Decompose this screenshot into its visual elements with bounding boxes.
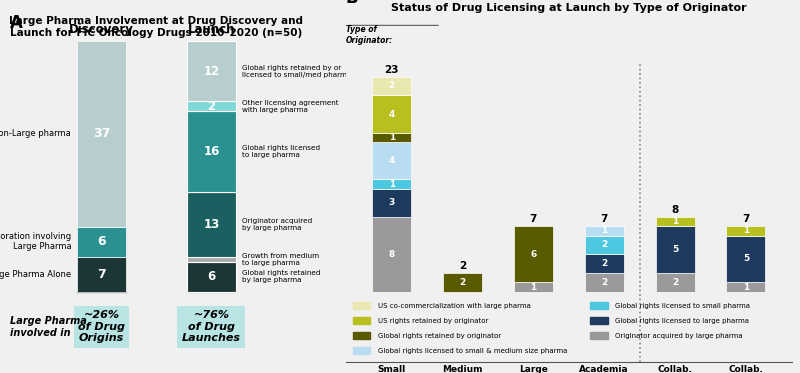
Text: Large Pharma Involvement at Drug Discovery and
Launch for FIC Oncology Drugs 201: Large Pharma Involvement at Drug Discove… <box>10 16 303 38</box>
Bar <box>186 257 236 261</box>
Text: Collaboration involving
Large Pharma: Collaboration involving Large Pharma <box>0 232 71 251</box>
Text: Growth from medium
to large pharma: Growth from medium to large pharma <box>242 253 319 266</box>
Text: 6: 6 <box>207 270 215 283</box>
Text: Type of
Originator:: Type of Originator: <box>346 25 393 45</box>
Text: 2: 2 <box>389 81 395 91</box>
Bar <box>353 332 370 339</box>
Bar <box>77 257 126 292</box>
Text: 8: 8 <box>671 205 678 215</box>
Bar <box>372 189 411 217</box>
Text: ~26%
of Drug
Origins: ~26% of Drug Origins <box>78 310 125 344</box>
Text: Global rights licensed
to large pharma: Global rights licensed to large pharma <box>242 145 320 158</box>
Text: 7: 7 <box>742 214 750 225</box>
Bar <box>353 302 370 309</box>
Text: 4: 4 <box>389 156 395 165</box>
Text: 1: 1 <box>389 180 395 189</box>
Bar <box>372 217 411 292</box>
Text: Global rights retained by originator: Global rights retained by originator <box>378 333 501 339</box>
Bar <box>656 273 694 292</box>
Bar <box>372 179 411 189</box>
Text: Large Pharma Alone: Large Pharma Alone <box>0 270 71 279</box>
Text: 2: 2 <box>601 241 607 250</box>
Text: 1: 1 <box>743 282 749 292</box>
Text: 6: 6 <box>97 235 106 248</box>
Bar <box>353 317 370 324</box>
Text: Global rights licensed to small pharma: Global rights licensed to small pharma <box>615 303 750 309</box>
Text: Global rights retained
by large pharma: Global rights retained by large pharma <box>242 270 320 283</box>
Text: A: A <box>10 14 23 32</box>
Bar <box>590 332 608 339</box>
Bar <box>77 226 126 257</box>
Text: 2: 2 <box>459 261 466 271</box>
Bar <box>353 347 370 354</box>
Text: Originator acquired
by large pharma: Originator acquired by large pharma <box>242 217 312 231</box>
Bar <box>585 236 624 254</box>
Text: 3: 3 <box>389 198 395 207</box>
Text: 5: 5 <box>743 254 749 263</box>
Text: 6: 6 <box>530 250 537 259</box>
Bar <box>186 261 236 292</box>
Bar <box>590 302 608 309</box>
Text: 1: 1 <box>530 282 537 292</box>
Bar <box>585 254 624 273</box>
Bar <box>726 236 766 282</box>
Bar <box>443 273 482 292</box>
Text: 13: 13 <box>203 217 219 231</box>
Bar <box>590 317 608 324</box>
Text: 2: 2 <box>601 278 607 287</box>
Text: 23: 23 <box>385 65 399 75</box>
Bar <box>726 282 766 292</box>
Text: Global rights retained by or
licensed to small/med pharma: Global rights retained by or licensed to… <box>242 65 351 78</box>
Bar <box>186 191 236 257</box>
Text: 2: 2 <box>207 100 215 113</box>
Text: 7: 7 <box>97 268 106 280</box>
Text: Non-Large pharma: Non-Large pharma <box>0 129 71 138</box>
Text: US rights retained by originator: US rights retained by originator <box>378 318 488 324</box>
Text: 37: 37 <box>93 128 110 140</box>
Text: 4: 4 <box>389 110 395 119</box>
Text: 2: 2 <box>601 259 607 268</box>
Bar <box>372 76 411 95</box>
Bar <box>514 282 553 292</box>
Text: 7: 7 <box>530 214 537 225</box>
Text: 7: 7 <box>601 214 608 225</box>
Bar <box>186 112 236 191</box>
Text: 2: 2 <box>672 278 678 287</box>
Bar <box>656 226 694 273</box>
Text: US co-commercialization with large pharma: US co-commercialization with large pharm… <box>378 303 530 309</box>
Text: 16: 16 <box>203 145 220 158</box>
Bar <box>372 142 411 179</box>
Text: Discovery: Discovery <box>69 23 134 36</box>
Bar <box>585 226 624 236</box>
Text: 1: 1 <box>601 226 607 235</box>
Text: ~76%
of Drug
Launches: ~76% of Drug Launches <box>182 310 241 344</box>
Bar <box>77 41 126 226</box>
Text: Originator acquired by large pharma: Originator acquired by large pharma <box>615 333 742 339</box>
Text: B: B <box>346 0 358 6</box>
Text: 12: 12 <box>203 65 219 78</box>
Bar <box>186 101 236 112</box>
Bar <box>585 273 624 292</box>
Text: 5: 5 <box>672 245 678 254</box>
Bar <box>186 41 236 101</box>
Text: 1: 1 <box>672 217 678 226</box>
Bar <box>372 133 411 142</box>
Bar <box>726 226 766 236</box>
Text: Status of Drug Licensing at Launch by Type of Originator: Status of Drug Licensing at Launch by Ty… <box>391 3 746 13</box>
Text: 8: 8 <box>389 250 395 259</box>
Bar <box>656 217 694 226</box>
Bar <box>514 226 553 282</box>
Text: Other licensing agreement
with large pharma: Other licensing agreement with large pha… <box>242 100 338 113</box>
Text: Large Pharma
involved in: Large Pharma involved in <box>10 316 87 338</box>
Text: 1: 1 <box>389 133 395 142</box>
Text: Global rights licensed to large pharma: Global rights licensed to large pharma <box>615 318 749 324</box>
Bar <box>372 95 411 133</box>
Text: Global rights licensed to small & medium size pharma: Global rights licensed to small & medium… <box>378 348 567 354</box>
Text: 2: 2 <box>459 278 466 287</box>
Text: Launch: Launch <box>188 23 235 36</box>
Text: 1: 1 <box>743 226 749 235</box>
